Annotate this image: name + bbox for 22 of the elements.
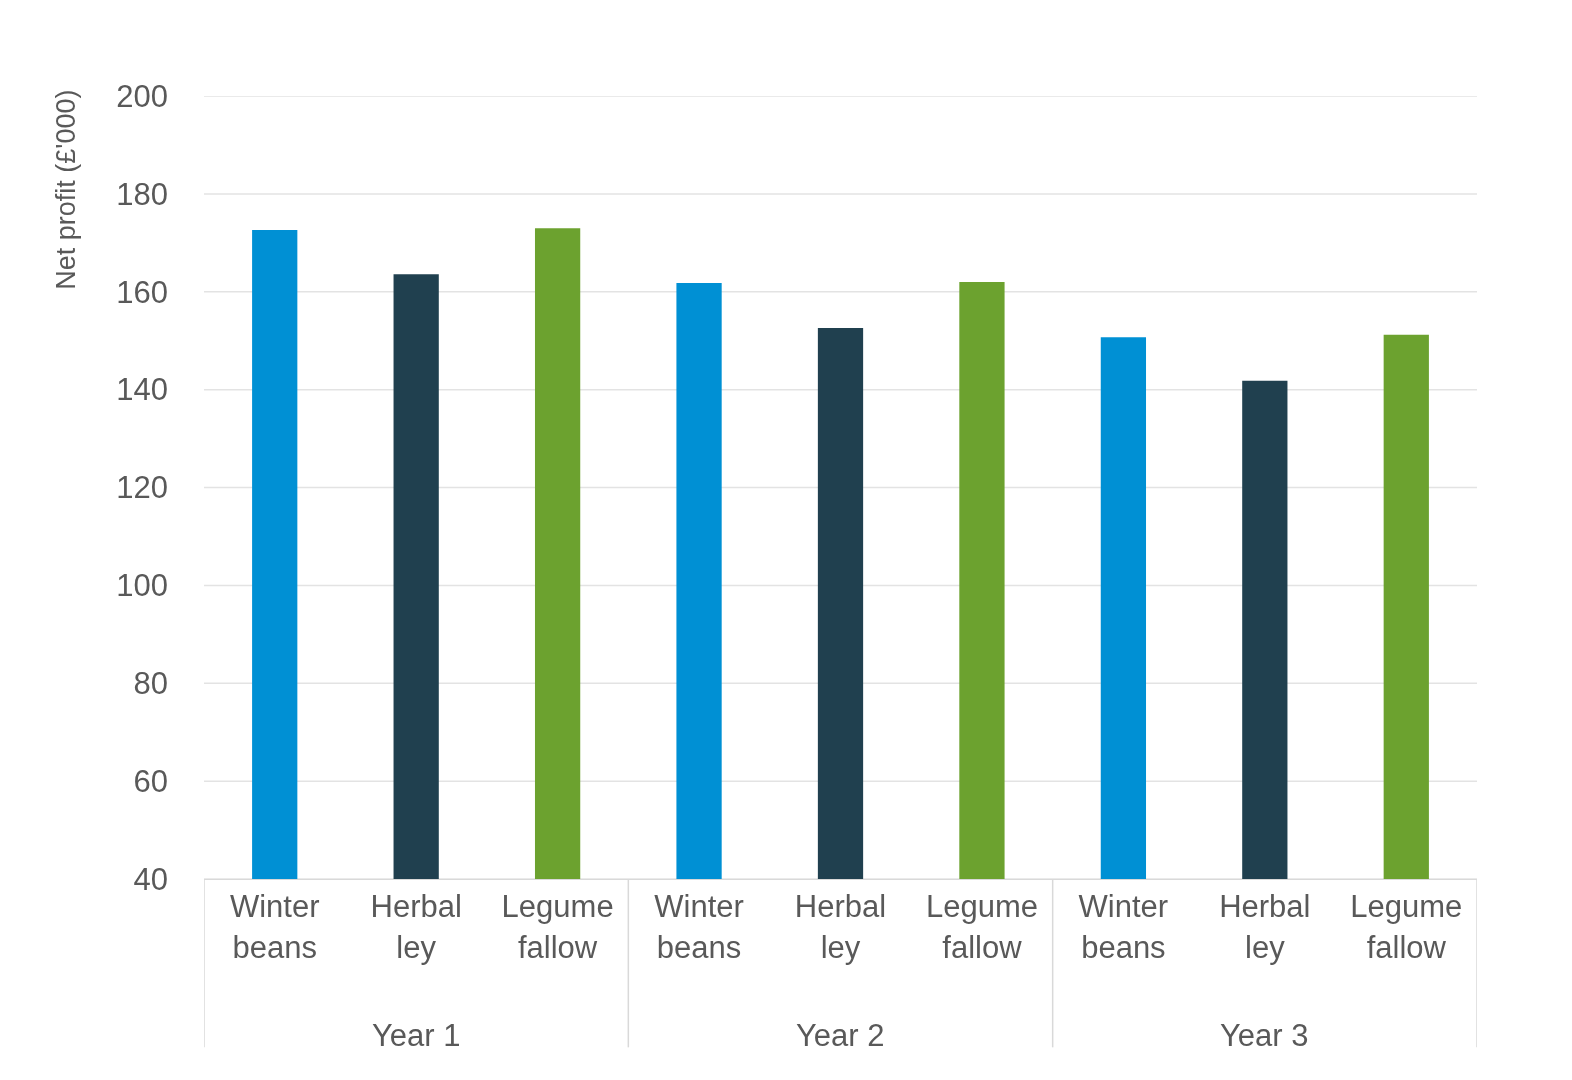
x-tick-label: Legume fallow	[925, 889, 1038, 965]
y-tick-label: 160	[116, 274, 168, 310]
y-tick-label: 200	[116, 78, 168, 114]
y-tick-label: 120	[116, 470, 168, 506]
y-tick-label: 180	[116, 176, 168, 212]
y-tick-label: 100	[116, 568, 168, 604]
x-tick-label: Herbal ley	[370, 889, 462, 965]
x-tick-label: Winter beans	[654, 889, 744, 965]
y-tick-label: 140	[116, 372, 168, 408]
y-axis-title: Net profit (£'000)	[51, 89, 82, 290]
x-tick-label: Herbal ley	[1219, 889, 1311, 965]
x-tick-label: Legume fallow	[501, 889, 614, 965]
y-tick-label: 80	[133, 666, 168, 702]
y-tick-label: 40	[133, 861, 168, 897]
x-tick-label: Winter beans	[1078, 889, 1169, 965]
x-tick-label: Legume fallow	[1350, 889, 1463, 965]
x-tick-label: Herbal ley	[794, 889, 887, 965]
text: Year 1	[372, 1018, 461, 1053]
x-tick-label: Winter beans	[229, 889, 320, 965]
text: Year 3	[1220, 1018, 1309, 1053]
y-tick-label: 60	[133, 763, 168, 799]
text: Year 2	[796, 1018, 885, 1053]
